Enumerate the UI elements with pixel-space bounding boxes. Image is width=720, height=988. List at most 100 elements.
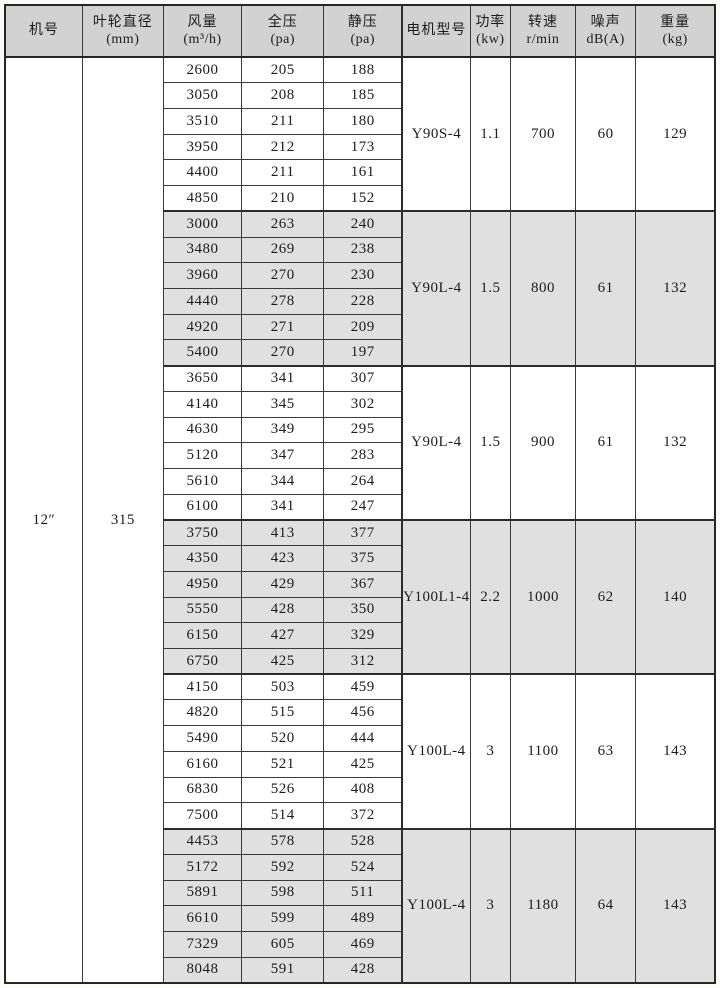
header-machine-no-label: 机号 xyxy=(28,23,59,39)
cell-total-pressure: 425 xyxy=(241,648,325,675)
cell-air-volume: 4400 xyxy=(162,159,243,187)
header-air-volume-label: 风量 xyxy=(187,14,218,30)
cell-power: 2.2 xyxy=(469,518,511,675)
data-row: 4140 345 302 xyxy=(5,390,715,418)
header-power: 功率 (kw) xyxy=(469,4,511,58)
cell-static-pressure: 489 xyxy=(323,905,403,932)
header-motor-model-label: 电机型号 xyxy=(406,23,467,39)
table-header: 机号 叶轮直径 (mm) 风量 (m³/h) 全压 (pa) 静压 (pa xyxy=(4,4,716,58)
cell-weight: 143 xyxy=(635,673,716,830)
cell-static-pressure: 425 xyxy=(323,750,403,778)
cell-air-volume: 4920 xyxy=(162,313,243,341)
cell-static-pressure: 528 xyxy=(323,827,403,855)
data-row: 5610 344 264 xyxy=(5,468,715,495)
data-row: 7500 514 372 xyxy=(5,802,715,830)
cell-motor-model: Y90L-4 xyxy=(401,210,471,367)
cell-total-pressure: 212 xyxy=(241,133,325,161)
cell-total-pressure: 427 xyxy=(241,622,325,650)
header-machine-no: 机号 xyxy=(4,4,83,58)
cell-total-pressure: 345 xyxy=(241,390,325,418)
data-row: 3480 269 238 xyxy=(5,236,715,264)
cell-total-pressure: 591 xyxy=(241,956,325,984)
cell-weight: 140 xyxy=(635,518,716,675)
data-row: 6610 599 489 xyxy=(5,905,715,932)
cell-air-volume: 3750 xyxy=(162,518,243,547)
cell-air-volume: 5891 xyxy=(162,879,243,907)
cell-weight: 132 xyxy=(635,210,716,367)
cell-air-volume: 5550 xyxy=(162,596,243,624)
cell-power: 1.1 xyxy=(469,56,511,212)
cell-noise: 62 xyxy=(575,518,637,675)
data-row: 6150 427 329 xyxy=(5,622,715,650)
cell-air-volume: 6610 xyxy=(162,905,243,932)
cell-speed: 1100 xyxy=(509,673,577,830)
cell-air-volume: 6100 xyxy=(162,493,243,521)
cell-air-volume: 5172 xyxy=(162,853,243,881)
cell-total-pressure: 271 xyxy=(241,313,325,341)
data-row: 5891 598 511 xyxy=(5,879,715,907)
table-body: 12″ 315 2600 205 188 Y90S-4 1.1 700 60 129 3050 208… xyxy=(4,56,716,984)
data-row: 5400 270 197 xyxy=(5,339,715,367)
cell-air-volume: 3650 xyxy=(162,364,243,392)
cell-static-pressure: 283 xyxy=(323,442,403,469)
cell-air-volume: 4850 xyxy=(162,185,243,212)
cell-total-pressure: 270 xyxy=(241,339,325,367)
cell-air-volume: 3050 xyxy=(162,82,243,109)
cell-air-volume: 4440 xyxy=(162,287,243,315)
cell-total-pressure: 341 xyxy=(241,493,325,521)
data-row: 6830 526 408 xyxy=(5,776,715,804)
cell-static-pressure: 456 xyxy=(323,699,403,727)
data-row: 4820 515 456 xyxy=(5,699,715,727)
cell-motor-model: Y90S-4 xyxy=(401,56,471,212)
cell-motor-model: Y100L-4 xyxy=(401,673,471,830)
cell-air-volume: 4140 xyxy=(162,390,243,418)
data-row: 12″ 315 2600 205 188 Y90S-4 1.1 700 60 129 xyxy=(4,56,716,984)
cell-static-pressure: 375 xyxy=(323,545,403,572)
data-row: 4350 423 375 xyxy=(5,545,715,572)
cell-air-volume: 3510 xyxy=(162,107,243,135)
cell-air-volume: 2600 xyxy=(162,56,243,84)
cell-static-pressure: 350 xyxy=(323,596,403,624)
data-row: 3750 413 377 Y100L1-4 2.2 1000 62 140 xyxy=(5,518,716,675)
header-total-pressure: 全压 (pa) xyxy=(241,4,325,58)
cell-total-pressure: 515 xyxy=(241,699,325,727)
cell-static-pressure: 372 xyxy=(323,802,403,830)
data-row: 5172 592 524 xyxy=(5,853,715,881)
cell-static-pressure: 329 xyxy=(323,622,403,650)
cell-machine-no: 12″ xyxy=(4,56,83,984)
cell-noise: 64 xyxy=(575,827,637,984)
cell-static-pressure: 302 xyxy=(323,390,403,418)
cell-total-pressure: 413 xyxy=(241,518,325,547)
cell-total-pressure: 208 xyxy=(241,82,325,109)
cell-static-pressure: 230 xyxy=(323,262,403,289)
cell-total-pressure: 269 xyxy=(241,236,325,264)
cell-air-volume: 3000 xyxy=(162,210,243,238)
cell-total-pressure: 211 xyxy=(241,159,325,187)
data-row: 4440 278 228 xyxy=(5,287,715,315)
data-row: 3650 341 307 Y90L-4 1.5 900 61 132 xyxy=(5,364,716,521)
cell-air-volume: 3480 xyxy=(162,236,243,264)
cell-total-pressure: 278 xyxy=(241,287,325,315)
cell-static-pressure: 444 xyxy=(323,725,403,752)
cell-weight: 132 xyxy=(635,364,716,521)
cell-total-pressure: 503 xyxy=(241,673,325,701)
cell-static-pressure: 180 xyxy=(323,107,403,135)
data-row: 6750 425 312 xyxy=(5,648,715,675)
cell-total-pressure: 270 xyxy=(241,262,325,289)
header-static-pressure-label: 静压 xyxy=(347,14,378,30)
header-weight: 重量 (kg) xyxy=(635,4,716,58)
cell-static-pressure: 152 xyxy=(323,185,403,212)
data-row: 3000 263 240 Y90L-4 1.5 800 61 132 xyxy=(5,210,716,367)
cell-static-pressure: 469 xyxy=(323,930,403,958)
cell-total-pressure: 605 xyxy=(241,930,325,958)
header-speed: 转速 r/min xyxy=(509,4,577,58)
header-power-label: 功率 xyxy=(475,14,506,30)
cell-air-volume: 4453 xyxy=(162,827,243,855)
cell-total-pressure: 205 xyxy=(241,56,325,84)
cell-power: 3 xyxy=(469,827,511,984)
data-row: 3960 270 230 xyxy=(5,262,715,289)
cell-total-pressure: 263 xyxy=(241,210,325,238)
data-row: 4850 210 152 xyxy=(5,185,715,212)
cell-static-pressure: 312 xyxy=(323,648,403,675)
